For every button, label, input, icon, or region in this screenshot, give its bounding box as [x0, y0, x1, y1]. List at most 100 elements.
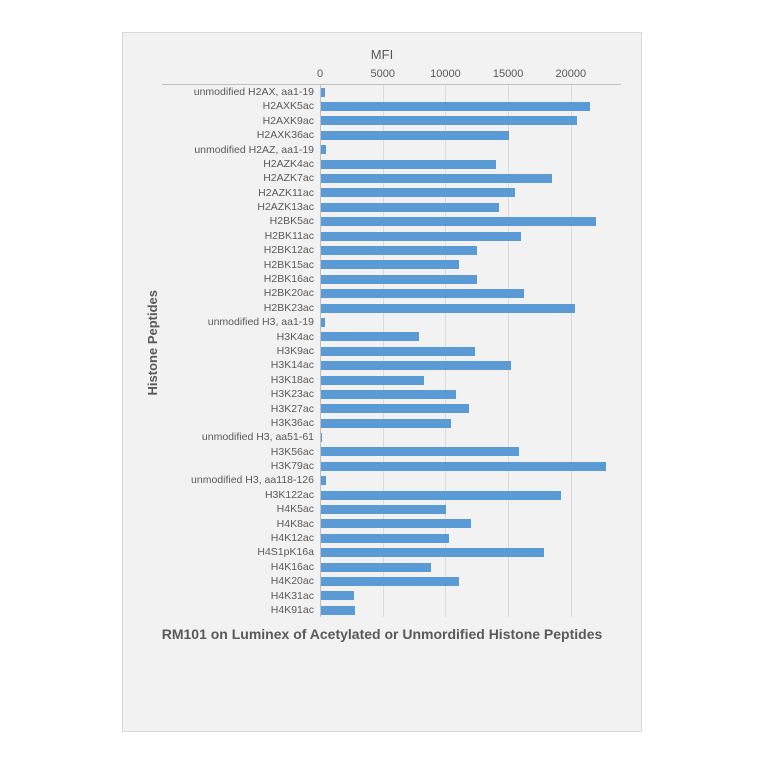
bar	[321, 160, 496, 169]
category-label: H2AZK11ac	[162, 188, 320, 199]
bar	[321, 361, 511, 370]
bars-area: unmodified H2AX, aa1-19H2AXK5acH2AXK9acH…	[162, 84, 621, 617]
bar	[321, 563, 431, 572]
bar	[321, 102, 590, 111]
category-label: H3K4ac	[162, 332, 320, 343]
bar	[321, 491, 561, 500]
category-label: H2BK5ac	[162, 216, 320, 227]
bar-row: unmodified H3, aa118-126	[162, 474, 621, 488]
bar-track	[320, 589, 621, 603]
bar-row: unmodified H3, aa1-19	[162, 315, 621, 329]
bar-row: H3K27ac	[162, 402, 621, 416]
bar-row: H4S1pK16a	[162, 546, 621, 560]
bar-track	[320, 301, 621, 315]
category-label: H3K18ac	[162, 375, 320, 386]
bar-track	[320, 258, 621, 272]
bar-track	[320, 85, 621, 99]
category-label: H3K9ac	[162, 346, 320, 357]
bar-track	[320, 502, 621, 516]
bar	[321, 347, 475, 356]
bar-track	[320, 344, 621, 358]
bar-row: H2BK20ac	[162, 286, 621, 300]
bar	[321, 433, 322, 442]
bar-row: H2BK16ac	[162, 272, 621, 286]
bar-row: H2BK23ac	[162, 301, 621, 315]
bar-track	[320, 229, 621, 243]
category-label: H2BK15ac	[162, 260, 320, 271]
category-label: H3K36ac	[162, 418, 320, 429]
y-axis-title: Histone Peptides	[143, 68, 162, 617]
bar-row: H4K8ac	[162, 517, 621, 531]
category-label: H2BK23ac	[162, 303, 320, 314]
category-label: H2AZK13ac	[162, 202, 320, 213]
bar-row: H2AXK36ac	[162, 128, 621, 142]
category-label: H4S1pK16a	[162, 547, 320, 558]
bar-track	[320, 546, 621, 560]
bar-track	[320, 416, 621, 430]
bar	[321, 116, 577, 125]
bar-track	[320, 517, 621, 531]
x-ticks: 05000100001500020000	[320, 68, 621, 84]
category-label: H4K5ac	[162, 504, 320, 515]
bar-track	[320, 315, 621, 329]
plot: 05000100001500020000 unmodified H2AX, aa…	[162, 68, 621, 617]
bar-track	[320, 272, 621, 286]
chart-footer-title: RM101 on Luminex of Acetylated or Unmord…	[143, 625, 621, 643]
x-tick: 5000	[370, 68, 394, 80]
bar-row: H4K31ac	[162, 589, 621, 603]
bar	[321, 289, 524, 298]
bar-row: H2BK5ac	[162, 215, 621, 229]
bar-track	[320, 430, 621, 444]
bar	[321, 88, 325, 97]
bar-row: H3K9ac	[162, 344, 621, 358]
bar-row: H3K18ac	[162, 373, 621, 387]
category-label: H3K14ac	[162, 360, 320, 371]
bar-track	[320, 99, 621, 113]
bar-row: H2AXK5ac	[162, 99, 621, 113]
bar-row: unmodified H2AX, aa1-19	[162, 85, 621, 99]
category-label: H2AZK4ac	[162, 159, 320, 170]
bar-track	[320, 603, 621, 617]
category-label: H4K91ac	[162, 605, 320, 616]
bar-track	[320, 402, 621, 416]
chart-body: MFI Histone Peptides 0500010000150002000…	[122, 32, 642, 732]
bar	[321, 519, 471, 528]
bar	[321, 145, 326, 154]
bar-track	[320, 358, 621, 372]
x-tick: 0	[317, 68, 323, 80]
category-label: H2AXK9ac	[162, 116, 320, 127]
bar	[321, 376, 424, 385]
category-label: unmodified H3, aa1-19	[162, 317, 320, 328]
bar-track	[320, 330, 621, 344]
bar	[321, 304, 575, 313]
category-label: H3K23ac	[162, 389, 320, 400]
bar	[321, 318, 325, 327]
bar-track	[320, 114, 621, 128]
category-label: H2BK12ac	[162, 245, 320, 256]
category-label: H4K12ac	[162, 533, 320, 544]
bar-track	[320, 186, 621, 200]
category-label: H2BK20ac	[162, 288, 320, 299]
bar-track	[320, 143, 621, 157]
bar	[321, 591, 354, 600]
category-label: H3K27ac	[162, 404, 320, 415]
bar	[321, 606, 355, 615]
bar	[321, 332, 419, 341]
bar	[321, 419, 451, 428]
bar	[321, 447, 519, 456]
category-label: H3K56ac	[162, 447, 320, 458]
category-label: H2AXK5ac	[162, 101, 320, 112]
bar-row: H2BK12ac	[162, 243, 621, 257]
category-label: H4K20ac	[162, 576, 320, 587]
bar-row: H3K122ac	[162, 488, 621, 502]
bar	[321, 188, 515, 197]
category-label: unmodified H3, aa118-126	[162, 475, 320, 486]
category-label: unmodified H2AZ, aa1-19	[162, 145, 320, 156]
bar-row: H2AZK4ac	[162, 157, 621, 171]
category-label: H3K122ac	[162, 490, 320, 501]
category-label: H2AZK7ac	[162, 173, 320, 184]
bar-track	[320, 128, 621, 142]
bar-track	[320, 459, 621, 473]
bar-track	[320, 474, 621, 488]
bar	[321, 577, 459, 586]
